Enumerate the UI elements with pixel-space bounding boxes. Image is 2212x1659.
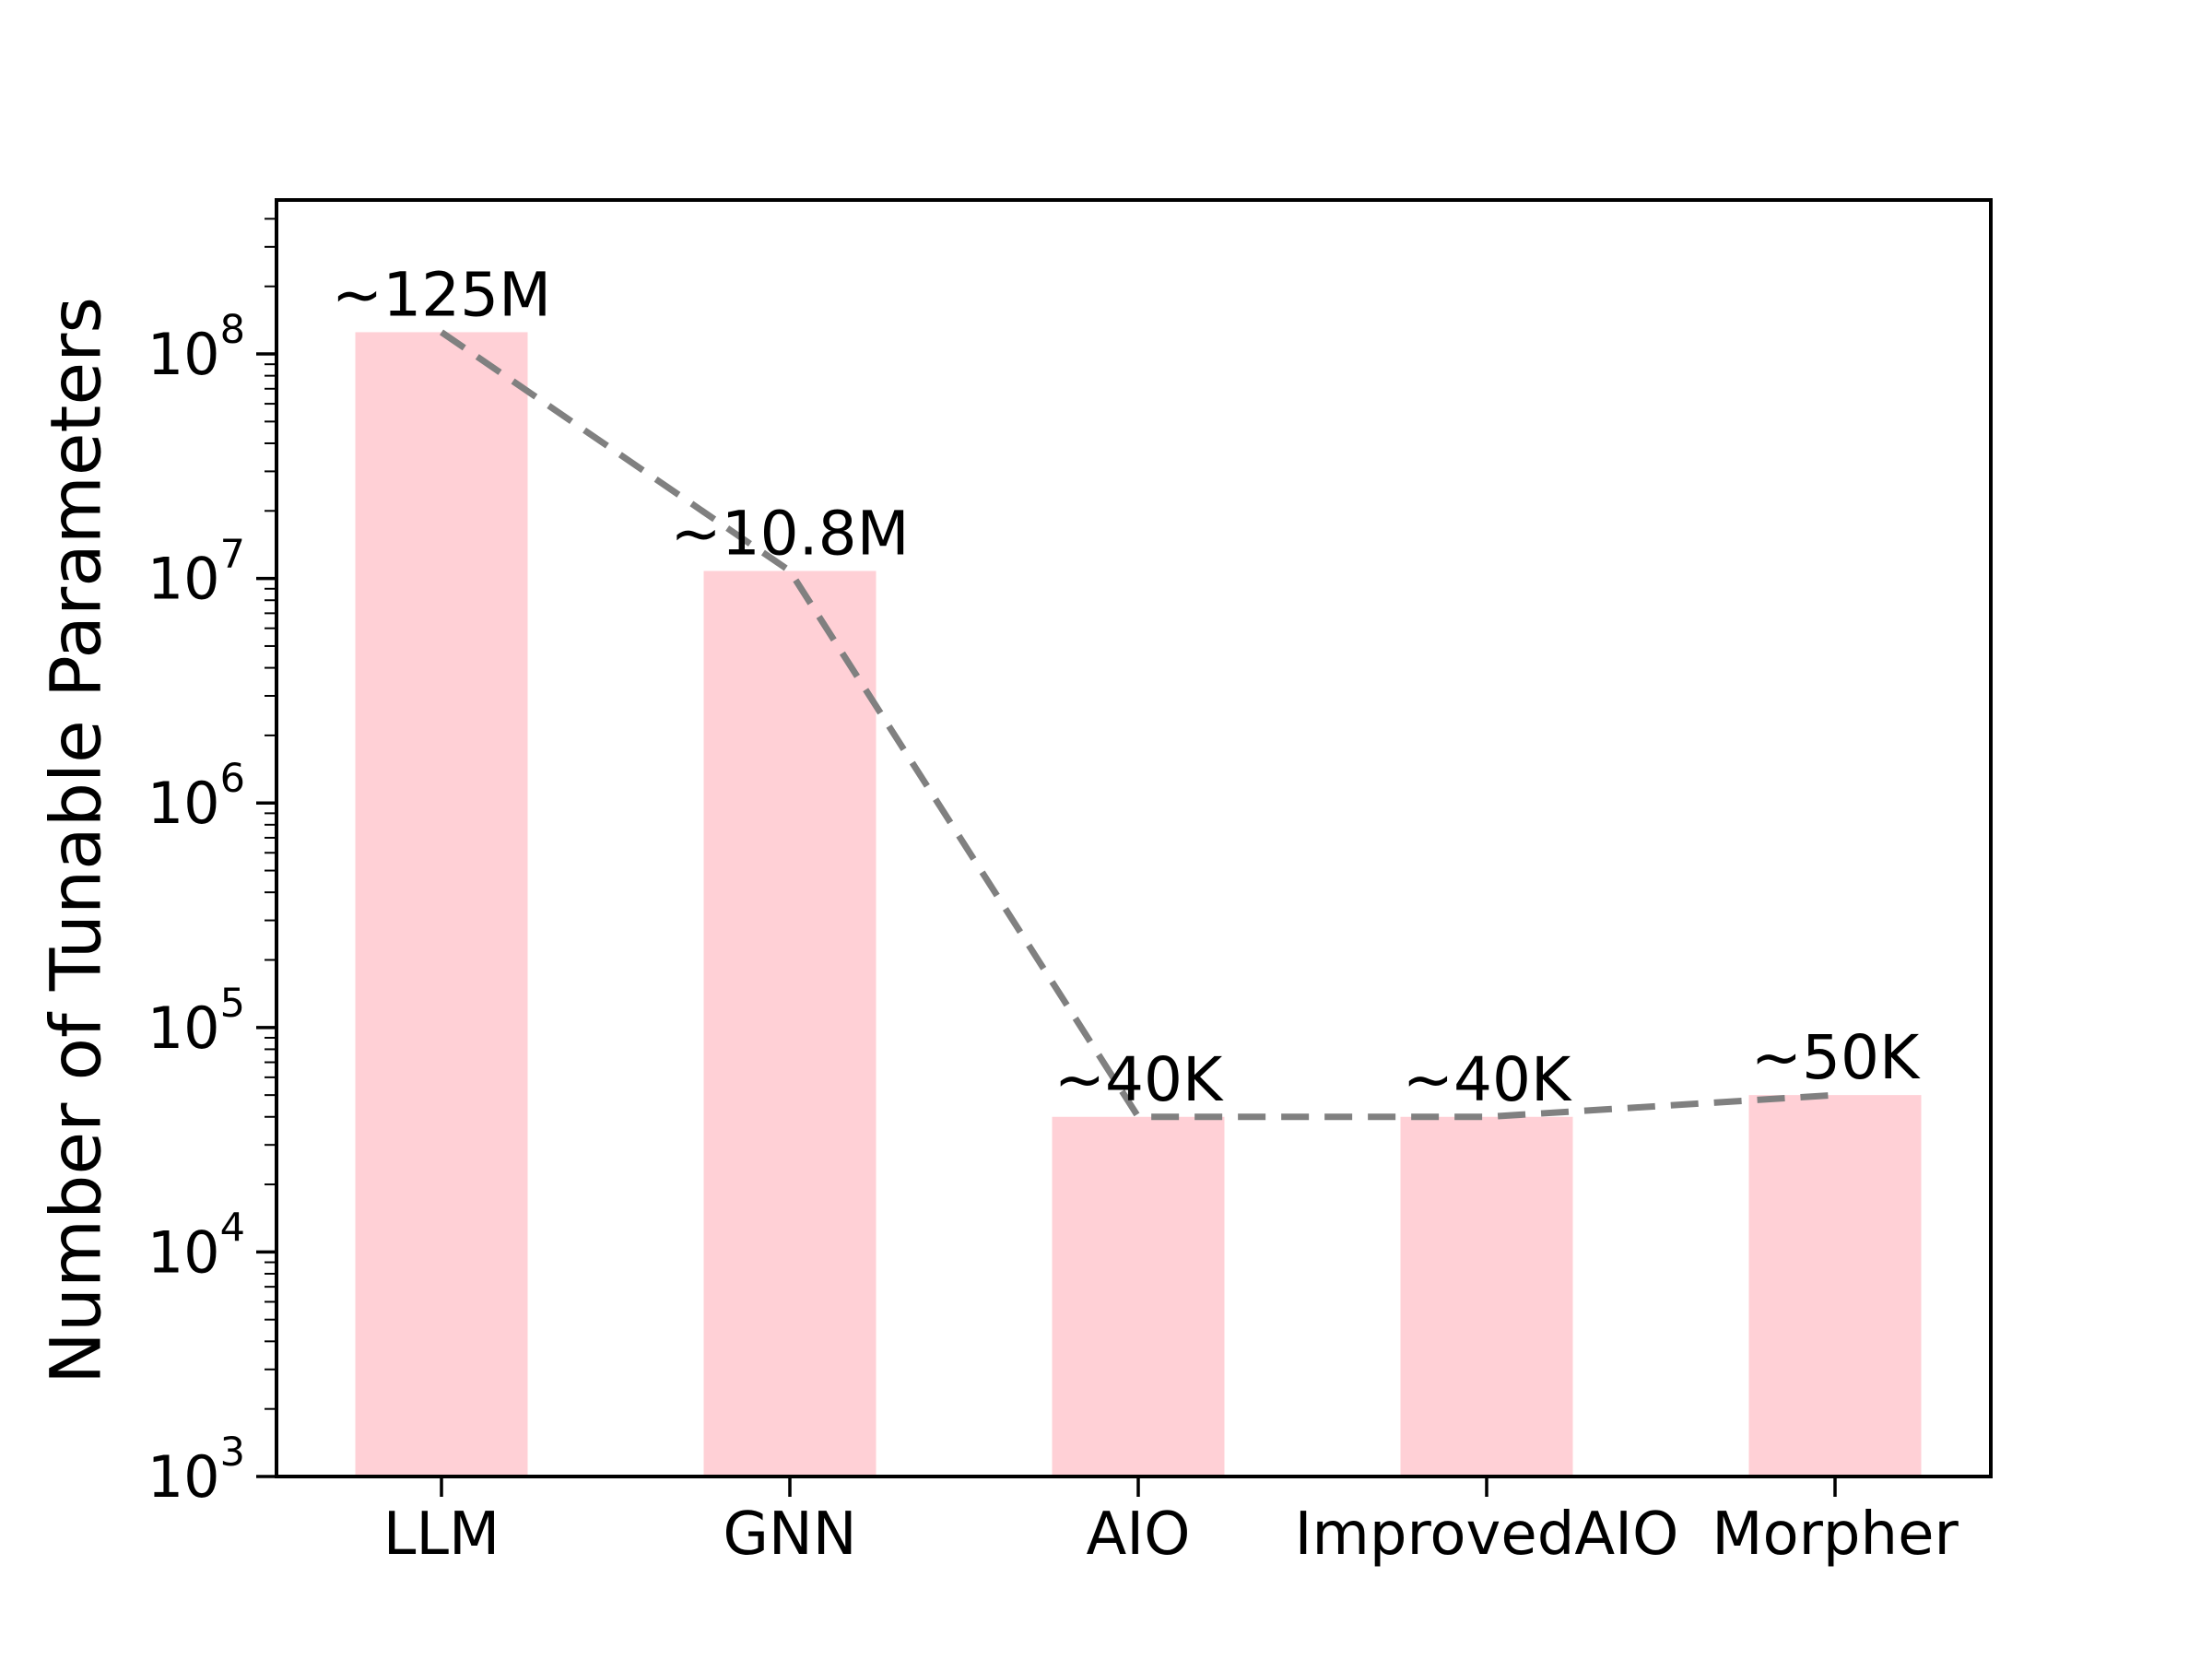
y-tick-label: 108 [147,307,245,388]
bar-aio [1052,1116,1225,1477]
y-axis-label: Number of Tunable Parameters [34,297,117,1384]
y-tick-label: 107 [147,532,245,613]
x-tick-label-llm: LLM [383,1500,500,1569]
y-tick-label: 103 [147,1430,245,1511]
x-tick-label-morpher: Morpher [1712,1500,1959,1569]
bar-morpher [1748,1095,1922,1477]
bar-improvedaio [1400,1116,1573,1477]
y-tick-label: 105 [147,981,245,1062]
bar-llm [355,332,528,1477]
bar-annotation: ~50K [1751,1022,1921,1093]
bar-annotation: ~125M [332,259,551,330]
x-tick-label-gnn: GNN [723,1500,856,1569]
trend-dashed-line [440,329,1836,1121]
bar-annotation: ~40K [1403,1044,1572,1115]
y-tick-label: 104 [147,1205,245,1286]
bar-annotation: ~40K [1054,1044,1224,1115]
bar-gnn [703,571,877,1477]
x-tick-label-improvedaio: ImprovedAIO [1295,1500,1679,1569]
y-tick-label: 106 [147,756,245,837]
bar-annotation: ~10.8M [670,498,909,569]
x-tick-label-aio: AIO [1086,1500,1190,1569]
